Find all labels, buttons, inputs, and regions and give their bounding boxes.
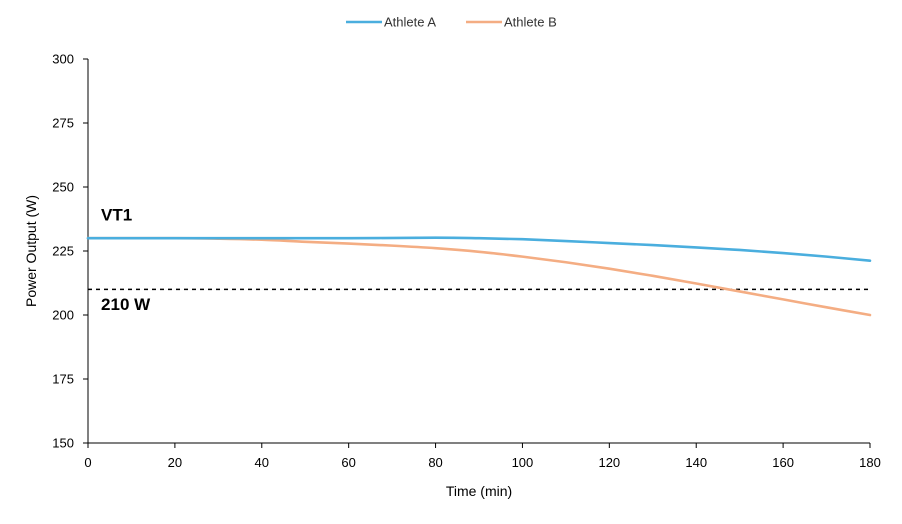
x-axis-title: Time (min) <box>446 483 512 499</box>
y-tick-label: 175 <box>52 372 74 387</box>
legend-label-athlete-b: Athlete B <box>504 15 557 30</box>
x-tick-label: 180 <box>859 455 881 470</box>
y-axis-title: Power Output (W) <box>23 195 39 307</box>
x-tick-label: 160 <box>772 455 794 470</box>
annotation-210-w: 210 W <box>101 295 151 314</box>
x-tick-label: 0 <box>84 455 91 470</box>
annotation-vt1: VT1 <box>101 205 132 224</box>
legend-label-athlete-a: Athlete A <box>384 15 436 30</box>
x-tick-label: 40 <box>255 455 269 470</box>
y-tick-label: 200 <box>52 308 74 323</box>
series-layer <box>86 236 872 317</box>
x-tick-label: 20 <box>168 455 182 470</box>
y-tick-label: 300 <box>52 52 74 67</box>
x-tick-label: 140 <box>685 455 707 470</box>
y-axis: 150 175 200 225 250 275 300 <box>52 52 89 451</box>
legend: Athlete A Athlete B <box>346 15 557 30</box>
x-tick-label: 60 <box>341 455 355 470</box>
annotation-layer: VT1 210 W <box>101 205 151 314</box>
y-tick-label: 250 <box>52 180 74 195</box>
x-axis: 0 20 40 60 80 100 120 140 160 180 <box>84 442 881 470</box>
x-tick-label: 80 <box>428 455 442 470</box>
x-tick-label: 100 <box>512 455 534 470</box>
x-tick-label: 120 <box>598 455 620 470</box>
y-tick-label: 150 <box>52 436 74 451</box>
y-tick-label: 275 <box>52 116 74 131</box>
series-line-athlete-a <box>86 236 872 263</box>
y-tick-label: 225 <box>52 244 74 259</box>
